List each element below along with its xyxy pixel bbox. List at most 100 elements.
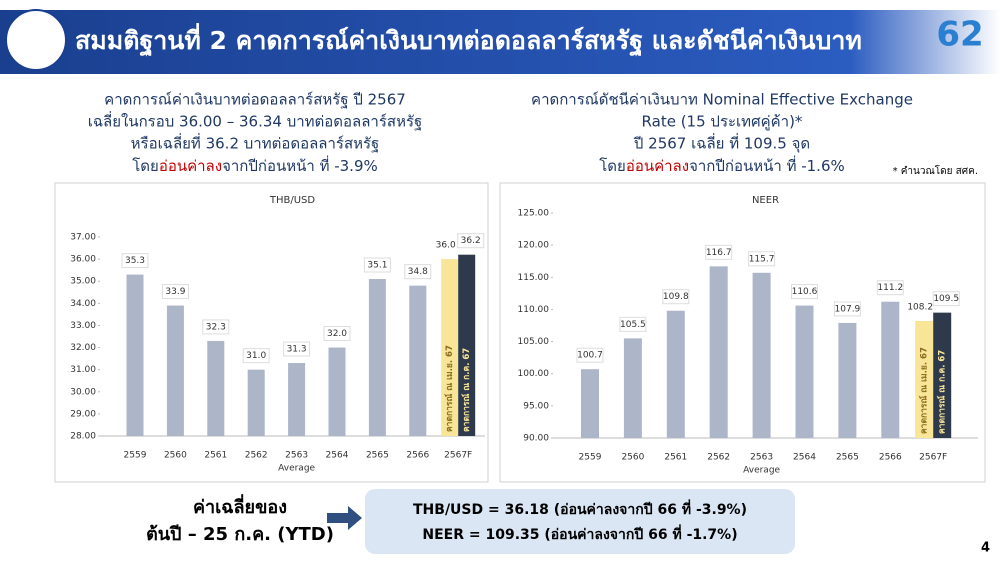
caption-line: หรือเฉลี่ยที่ 36.2 บาทต่อดอลลาร์สหรัฐ <box>131 133 380 153</box>
x-tick-label: 2566 <box>879 453 902 463</box>
y-tick-label: 105.00 <box>518 337 550 347</box>
y-tick-label: 95.00 <box>523 401 549 411</box>
bar <box>881 301 900 438</box>
value-label: 34.8 <box>408 267 428 277</box>
value-label-box <box>161 284 189 300</box>
caption-line: Rate (15 ประเทศคู่ค้า)* <box>642 113 803 131</box>
value-label: 110.6 <box>792 287 818 297</box>
value-label-box <box>833 301 861 317</box>
value-label: 109.5 <box>933 294 959 304</box>
forecast-label: คาดการณ์ ณ ก.ค. 67 <box>937 350 948 434</box>
x-tick-label: 2565 <box>366 451 389 461</box>
value-label-box <box>576 347 604 363</box>
value-label: 107.9 <box>835 304 861 314</box>
value-label-box <box>791 284 818 300</box>
value-label: 100.7 <box>577 351 603 361</box>
y-tick-label: 100.00 <box>518 369 550 379</box>
y-tick-label: 120.00 <box>518 241 550 251</box>
y-tick-label: 35.00 <box>70 277 96 287</box>
bar <box>838 322 857 438</box>
page-number: 4 <box>981 541 990 556</box>
y-tick-label: 28.00 <box>70 432 96 442</box>
value-label: 35.3 <box>125 256 145 266</box>
value-label-box <box>705 244 733 260</box>
panel <box>499 182 986 483</box>
logo-year: 62 <box>936 15 983 55</box>
value-label-box <box>283 341 311 357</box>
forecast-bar <box>458 254 476 436</box>
arrow <box>327 506 362 530</box>
bar <box>623 338 642 438</box>
bar <box>126 274 144 436</box>
caption-text: จากปีก่อนหน้า ที่ -1.6% <box>689 155 845 175</box>
x-tick-label: 2561 <box>204 451 227 461</box>
bar <box>247 369 265 436</box>
y-tick-label: 32.00 <box>70 343 96 353</box>
x-tick-label: 2563 <box>285 451 308 461</box>
forecast-label: คาดการณ์ ณ เม.ย. 67 <box>444 345 455 432</box>
forecast-label: คาดการณ์ ณ ก.ค. 67 <box>461 348 472 432</box>
caption-line: เฉลี่ยในกรอบ 36.00 – 36.34 บาทต่อดอลลาร์… <box>88 111 423 131</box>
value-label: 36.0 <box>436 241 456 251</box>
value-label: 31.3 <box>287 345 307 355</box>
caption-emphasis: อ่อนค่าลง <box>159 157 222 175</box>
bar <box>368 279 386 436</box>
header-title: สมมติฐานที่ 2 คาดการณ์ค่าเงินบาทต่อดอลลา… <box>75 23 862 57</box>
value-label: 32.0 <box>327 329 347 339</box>
bar <box>288 363 306 436</box>
header-band <box>0 10 1000 74</box>
x-tick-label: 2565 <box>836 453 859 463</box>
y-tick-label: 34.00 <box>70 299 96 309</box>
x-tick-label: 2567F <box>919 453 947 463</box>
x-tick-label: 2560 <box>164 451 187 461</box>
bar <box>328 347 346 436</box>
value-label: 35.1 <box>367 261 387 271</box>
summary-box <box>365 489 795 554</box>
x-tick-label: 2564 <box>793 453 816 463</box>
x-tick-label: 2562 <box>245 451 268 461</box>
y-tick-label: 30.00 <box>70 387 96 397</box>
caption-text: จากปีก่อนหน้า ที่ -3.9% <box>222 155 378 175</box>
value-label-box <box>242 348 270 364</box>
x-tick-label: 2564 <box>326 451 349 461</box>
forecast-bar <box>441 259 459 436</box>
value-label-box <box>457 233 485 249</box>
value-label: 115.7 <box>749 254 775 264</box>
summary-text: NEER = 109.35 (อ่อนค่าลงจากปี 66 ที่ -1.… <box>422 524 737 543</box>
y-tick-label: 37.00 <box>70 233 96 243</box>
caption-line: ปี 2567 เฉลี่ย ที่ 109.5 จุด <box>633 133 810 154</box>
x-tick-label: 2560 <box>621 453 644 463</box>
logo <box>5 9 67 71</box>
x-tick-label: 2562 <box>707 453 730 463</box>
x-tick-label: 2563 <box>750 453 773 463</box>
y-tick-label: 125.00 <box>518 209 550 219</box>
x-axis-label: Average <box>278 464 315 474</box>
value-label: 116.7 <box>706 248 732 258</box>
forecast-bar <box>933 312 952 438</box>
caption-text: โดย <box>599 157 626 175</box>
summary-text: THB/USD = 36.18 (อ่อนค่าลงจากปี 66 ที่ -… <box>413 499 747 518</box>
x-tick-label: 2567F <box>444 451 472 461</box>
bar <box>409 285 427 436</box>
value-label: 111.2 <box>877 283 903 293</box>
chart-title: NEER <box>752 195 779 206</box>
bar <box>752 272 771 438</box>
value-label-box <box>363 257 391 273</box>
value-label: 105.5 <box>620 320 646 330</box>
bar <box>795 305 814 438</box>
x-tick-label: 2559 <box>124 451 147 461</box>
x-tick-label: 2561 <box>664 453 687 463</box>
y-tick-label: 33.00 <box>70 321 96 331</box>
caption-line: โดยอ่อนค่าลงจากปีก่อนหน้า ที่ -1.6% <box>599 155 845 175</box>
summary-label: ค่าเฉลี่ยของ <box>193 494 287 518</box>
value-label: 32.3 <box>206 322 226 332</box>
forecast-bar <box>915 321 934 438</box>
value-label: 108.2 <box>907 303 933 313</box>
y-tick-label: 90.00 <box>523 434 549 444</box>
x-tick-label: 2566 <box>406 451 429 461</box>
value-label-box <box>662 289 690 305</box>
caption-line: คาดการณ์ดัชนีค่าเงินบาท Nominal Effectiv… <box>531 91 913 109</box>
bar <box>581 369 599 438</box>
